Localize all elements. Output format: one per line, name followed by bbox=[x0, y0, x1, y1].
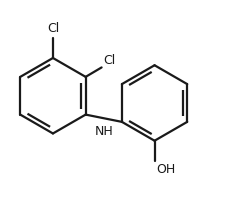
Text: NH: NH bbox=[94, 126, 113, 138]
Text: Cl: Cl bbox=[47, 23, 59, 35]
Text: Cl: Cl bbox=[103, 54, 115, 67]
Text: OH: OH bbox=[155, 163, 174, 176]
